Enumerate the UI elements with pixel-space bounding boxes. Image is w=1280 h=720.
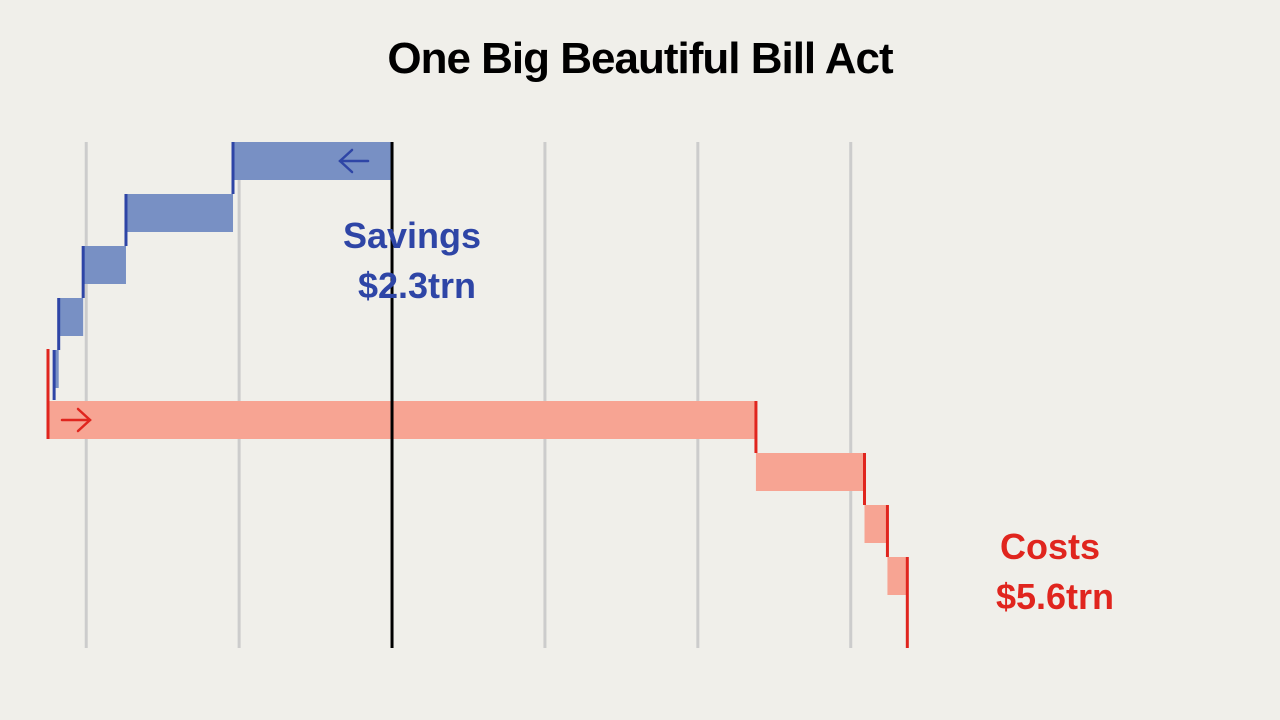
costs-bar xyxy=(755,453,865,491)
savings-bar xyxy=(54,350,59,388)
savings-callout-name: Savings xyxy=(343,215,481,256)
savings-series xyxy=(52,142,393,400)
costs-bar xyxy=(48,401,756,439)
grid-lines xyxy=(84,142,853,648)
savings-callout-value: $2.3trn xyxy=(358,265,476,306)
savings-bar xyxy=(83,246,126,284)
costs-callout-value: $5.6trn xyxy=(996,576,1114,617)
costs-right-arrow-icon xyxy=(60,407,92,433)
savings-left-arrow-icon xyxy=(338,148,370,174)
savings-callout: Savings $2.3trn xyxy=(343,215,491,306)
chart-title: One Big Beautiful Bill Act xyxy=(387,34,893,83)
savings-bar xyxy=(58,298,84,336)
costs-bar xyxy=(887,557,908,595)
costs-bar xyxy=(864,505,888,543)
costs-callout-name: Costs xyxy=(1000,526,1100,567)
direction-arrows xyxy=(60,148,370,433)
costs-series xyxy=(46,349,909,648)
savings-bar xyxy=(125,194,234,232)
costs-callout: Costs $5.6trn xyxy=(996,526,1114,617)
